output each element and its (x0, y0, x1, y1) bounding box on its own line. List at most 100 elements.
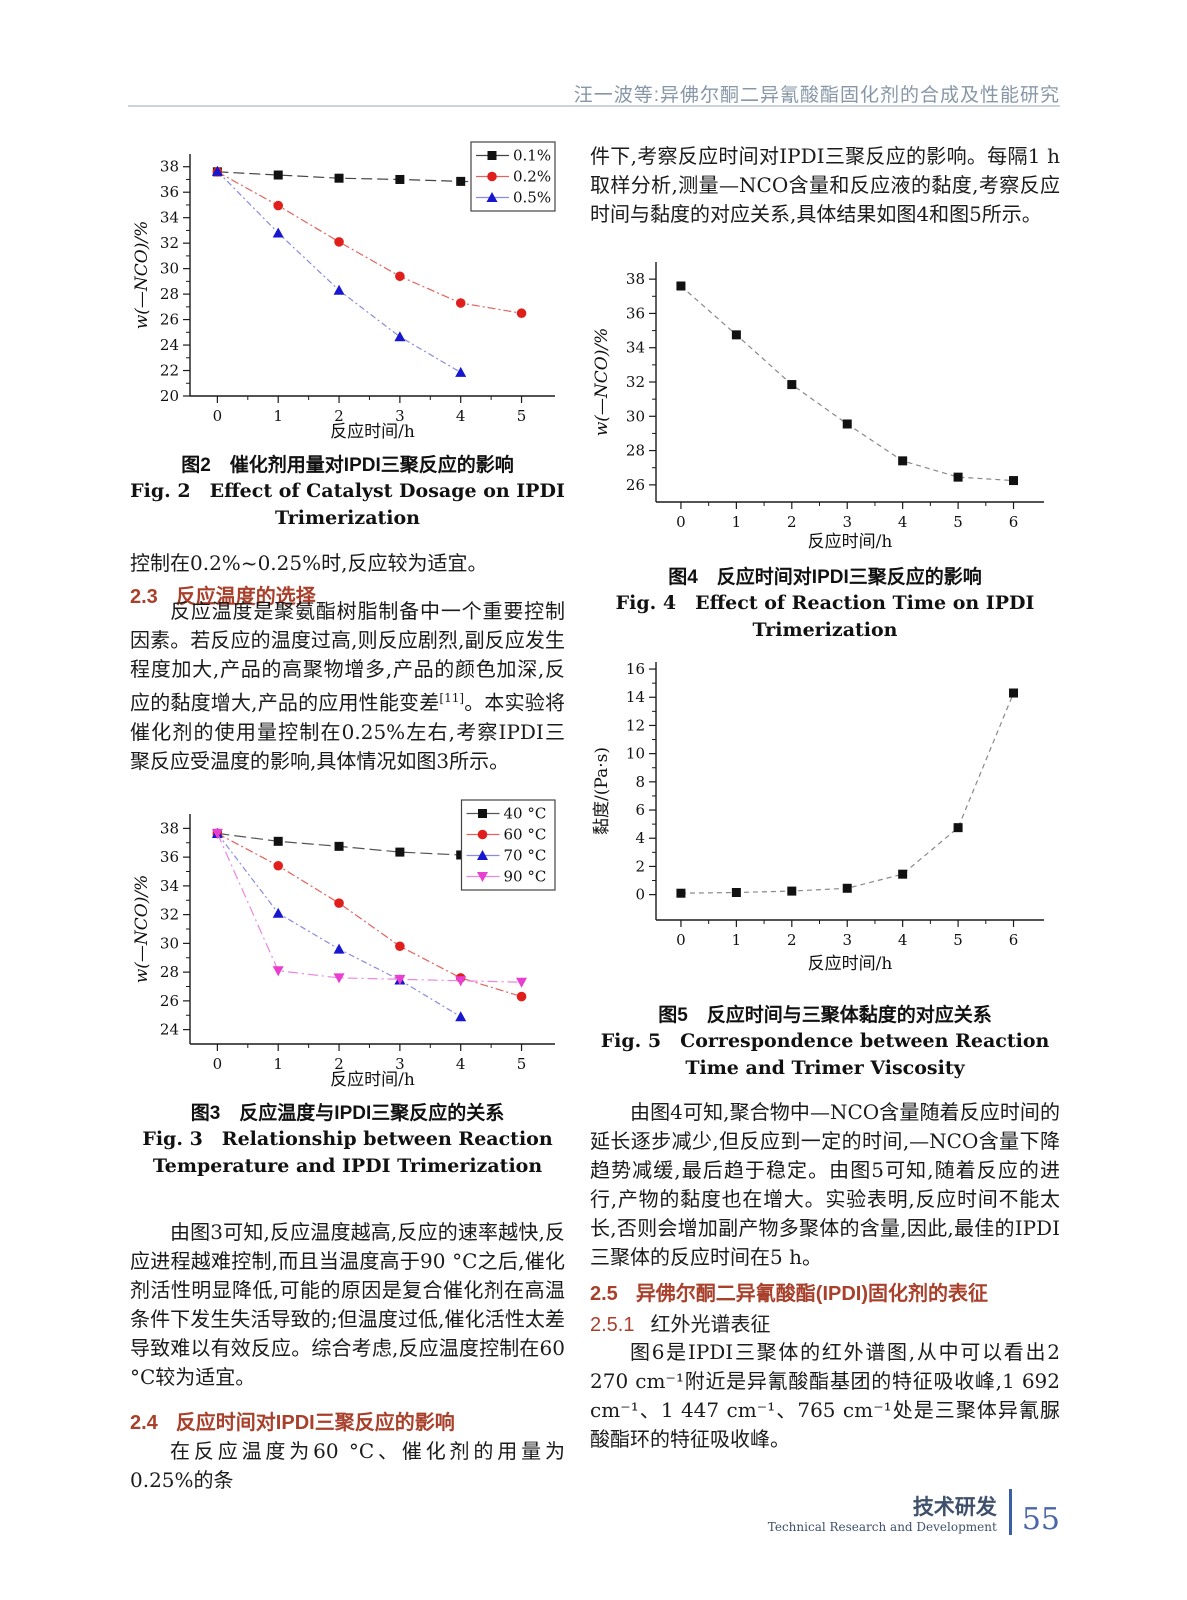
svg-text:0: 0 (676, 931, 686, 949)
footer-section-en: Technical Research and Development (767, 1520, 997, 1534)
svg-text:4: 4 (456, 407, 466, 425)
svg-text:32: 32 (160, 234, 179, 252)
svg-text:2: 2 (787, 513, 797, 531)
svg-text:32: 32 (626, 373, 645, 391)
svg-text:0.1%: 0.1% (513, 147, 551, 165)
svg-text:24: 24 (160, 1021, 179, 1039)
svg-text:38: 38 (160, 158, 179, 176)
svg-text:反应时间/h: 反应时间/h (330, 422, 415, 442)
svg-text:22: 22 (160, 362, 179, 380)
svg-text:2: 2 (787, 931, 797, 949)
header-rule (128, 105, 1060, 107)
svg-text:1: 1 (732, 513, 742, 531)
svg-text:w(—NCO)/%: w(—NCO)/% (592, 328, 612, 437)
svg-text:6: 6 (635, 801, 645, 819)
page-number: 55 (1021, 1502, 1060, 1537)
section-2-5-title: 异佛尔酮二异氰酸酯(IPDI)固化剂的表征 (635, 1283, 989, 1305)
section-2-3-number: 2.3 (130, 586, 158, 608)
svg-text:1: 1 (273, 407, 283, 425)
svg-text:26: 26 (626, 476, 645, 494)
fig4-chart: 26 28 30 32 34 36 38 0 1 2 3 4 5 6 反应时间/h w(—NCO)/% (590, 250, 1060, 560)
svg-text:1: 1 (273, 1055, 283, 1073)
svg-text:w(—NCO)/%: w(—NCO)/% (132, 221, 152, 330)
svg-text:30: 30 (160, 934, 179, 952)
svg-text:反应时间/h: 反应时间/h (808, 532, 893, 552)
svg-text:w(—NCO)/%: w(—NCO)/% (132, 875, 152, 984)
svg-text:70 °C: 70 °C (504, 847, 547, 865)
section-2-4-number: 2.4 (130, 1412, 158, 1434)
svg-text:30: 30 (626, 407, 645, 425)
svg-text:6: 6 (1009, 513, 1019, 531)
footer-section-cn: 技术研发 (912, 1496, 997, 1519)
svg-text:38: 38 (626, 270, 645, 288)
svg-text:90 °C: 90 °C (504, 868, 547, 886)
svg-text:反应时间/h: 反应时间/h (808, 954, 893, 974)
svg-text:3: 3 (395, 407, 405, 425)
svg-text:4: 4 (456, 1055, 466, 1073)
section-2-5-1-title: 红外光谱表征 (650, 1314, 771, 1336)
svg-text:3: 3 (842, 931, 852, 949)
svg-text:38: 38 (160, 819, 179, 837)
paragraph-2-5-1: 图6是IPDI三聚体的红外谱图,从中可以看出2 270 cm⁻¹附近是异氰酸酯基… (590, 1340, 1060, 1451)
section-2-5-1-number: 2.5.1 (590, 1314, 635, 1336)
svg-text:4: 4 (635, 829, 645, 847)
svg-text:10: 10 (626, 745, 645, 763)
svg-text:黏度/(Pa·s): 黏度/(Pa·s) (592, 747, 612, 835)
svg-text:26: 26 (160, 311, 179, 329)
paragraph-2-4-intro: 由图3可知,反应温度越高,反应的速率越快,反应进程越难控制,而且当温度高于90 … (130, 1220, 565, 1389)
svg-text:28: 28 (160, 285, 179, 303)
svg-text:0: 0 (635, 886, 645, 904)
section-heading-2-5-1: 2.5.1 红外光谱表征 (590, 1308, 1060, 1337)
svg-text:6: 6 (1009, 931, 1019, 949)
section-heading-2-4: 2.4 反应时间对IPDI三聚反应的影响 (130, 1406, 565, 1435)
svg-text:40 °C: 40 °C (504, 805, 547, 823)
svg-text:32: 32 (160, 906, 179, 924)
paragraph-2-4-lastline: 在反应温度为60 °C、催化剂的用量为0.25%的条 (130, 1439, 565, 1492)
svg-text:5: 5 (517, 407, 527, 425)
paragraph-2-3-part2: 。本实验将催化剂的使用量控制在0.25%左右,考察IPDI三聚反应受温度的影响,… (130, 690, 565, 773)
paragraph-fig4-fig5-discussion: 由图4可知,聚合物中—NCO含量随着反应时间的延长逐步减少,但反应到一定的时间,… (590, 1100, 1060, 1269)
svg-text:34: 34 (626, 339, 645, 357)
svg-text:反应时间/h: 反应时间/h (330, 1070, 415, 1090)
svg-text:36: 36 (160, 183, 179, 201)
svg-text:20: 20 (160, 387, 179, 405)
svg-text:36: 36 (626, 304, 645, 322)
svg-text:16: 16 (626, 660, 645, 678)
svg-text:4: 4 (898, 931, 908, 949)
svg-text:14: 14 (626, 688, 645, 706)
svg-text:2: 2 (334, 407, 344, 425)
paragraph-2-3: 反应温度是聚氨酯树脂制备中一个重要控制因素。若反应的温度过高,则反应剧烈,副反应… (130, 597, 565, 776)
fig4-caption-cn: 图4 反应时间对IPDI三聚反应的影响 (668, 567, 982, 588)
citation-11: [11] (439, 691, 465, 705)
svg-text:2: 2 (635, 857, 645, 875)
svg-text:34: 34 (160, 877, 179, 895)
running-header: 汪一波等:异佛尔酮二异氰酸酯固化剂的合成及性能研究 (573, 85, 1060, 106)
svg-text:4: 4 (898, 513, 908, 531)
paragraph-2-3-part1: 反应温度是聚氨酯树脂制备中一个重要控制因素。若反应的温度过高,则反应剧烈,副反应… (130, 599, 565, 715)
footer-accent-bar (1008, 1489, 1012, 1535)
paragraph-2-4-continuation: 件下,考察反应时间对IPDI三聚反应的影响。每隔1 h取样分析,测量—NCO含量… (590, 144, 1060, 226)
page-footer: 技术研发 Technical Research and Development … (768, 1489, 1060, 1535)
svg-text:28: 28 (160, 963, 179, 981)
svg-text:60 °C: 60 °C (504, 826, 547, 844)
section-2-5-number: 2.5 (590, 1283, 618, 1305)
svg-text:36: 36 (160, 848, 179, 866)
svg-text:3: 3 (395, 1055, 405, 1073)
svg-text:24: 24 (160, 336, 179, 354)
svg-text:0: 0 (676, 513, 686, 531)
footer-section: 技术研发 Technical Research and Development (768, 1497, 997, 1535)
svg-text:26: 26 (160, 992, 179, 1010)
fig5-chart: 0 2 4 6 8 10 12 14 16 0 1 2 3 4 5 6 反应时间/h 黏度/(Pa·s) (590, 648, 1060, 982)
svg-text:0: 0 (213, 1055, 223, 1073)
paragraph-2-2-continuation: 控制在0.2%~0.25%时,反应较为适宜。 (130, 551, 488, 575)
svg-text:0.2%: 0.2% (513, 168, 551, 186)
svg-text:8: 8 (635, 773, 645, 791)
fig2-caption-en: Fig. 2 Effect of Catalyst Dosage on IPDI… (130, 480, 565, 529)
section-heading-2-5: 2.5 异佛尔酮二异氰酸酯(IPDI)固化剂的表征 (590, 1277, 1060, 1306)
svg-text:3: 3 (842, 513, 852, 531)
svg-text:0: 0 (213, 407, 223, 425)
fig3-caption-en: Fig. 3 Relationship between Reaction Tem… (142, 1128, 553, 1177)
svg-text:0.5%: 0.5% (513, 189, 551, 207)
section-2-3-title: 反应温度的选择 (175, 586, 316, 608)
fig2-caption-cn: 图2 催化剂用量对IPDI三聚反应的影响 (181, 455, 514, 476)
